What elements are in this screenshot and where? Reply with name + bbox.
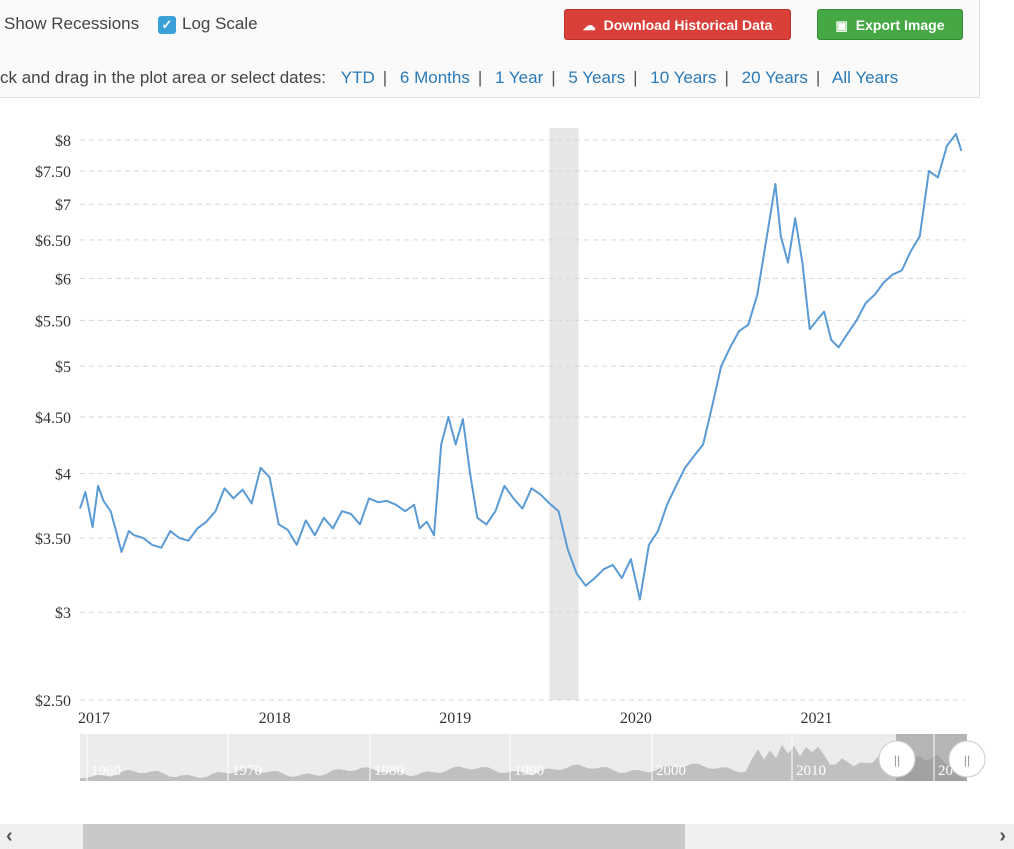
navigator-handle-right[interactable]: || <box>948 740 986 778</box>
range-ytd[interactable]: YTD <box>340 68 375 87</box>
range-10-years[interactable]: 10 Years <box>650 68 717 87</box>
log-scale-label[interactable]: Log Scale <box>182 14 258 33</box>
navigator-labels: 1960 1970 1980 1990 2000 2010 20 <box>91 763 953 779</box>
range-5-years[interactable]: 5 Years <box>568 68 626 87</box>
navigator-label: 2010 <box>796 763 826 779</box>
range-prompt: ck and drag in the plot area or select d… <box>0 68 327 87</box>
image-icon: ▣ <box>835 18 848 33</box>
y-tick-label: $3 <box>55 605 71 622</box>
range-20-years[interactable]: 20 Years <box>741 68 808 87</box>
x-tick-label: 2019 <box>439 710 471 727</box>
range-separator: | <box>633 68 638 87</box>
y-tick-label: $2.50 <box>35 693 71 710</box>
scroll-right-arrow-icon[interactable]: › <box>999 825 1006 847</box>
log-scale-checkbox[interactable]: ✓ <box>158 16 176 34</box>
x-tick-label: 2020 <box>620 710 652 727</box>
x-tick-label: 2018 <box>259 710 291 727</box>
navigator-label: 2000 <box>656 763 686 779</box>
recession-bands <box>549 128 579 700</box>
range-separator: | <box>382 68 388 87</box>
x-axis-ticks: 2017 2018 2019 2020 2021 <box>78 710 832 727</box>
navigator-gridlines <box>86 734 935 781</box>
y-tick-label: $6.50 <box>35 233 71 250</box>
download-historical-data-button[interactable]: ☁ Download Historical Data <box>564 9 791 40</box>
range-1-year[interactable]: 1 Year <box>495 68 544 87</box>
download-button-label: Download Historical Data <box>603 17 773 33</box>
cloud-download-icon: ☁ <box>582 18 596 33</box>
navigator-label: 1990 <box>514 763 544 779</box>
y-tick-label: $7 <box>55 197 71 214</box>
y-tick-label: $4 <box>55 467 71 484</box>
time-navigator[interactable]: 1960 1970 1980 1990 2000 2010 20 || || <box>80 734 986 781</box>
y-tick-label: $7.50 <box>35 164 71 181</box>
export-image-button[interactable]: ▣ Export Image <box>817 9 963 40</box>
navigator-area <box>80 744 967 781</box>
x-tick-label: 2017 <box>78 710 110 727</box>
y-tick-label: $5.50 <box>35 313 71 330</box>
date-range-selector: ck and drag in the plot area or select d… <box>0 68 898 88</box>
navigator-label: 20 <box>938 763 953 779</box>
range-separator: | <box>724 68 729 87</box>
y-axis-ticks: $2.50 $3 $3.50 $4 $4.50 $5 $5.50 $6 $6.50 $7 $7.50… <box>35 133 71 710</box>
navigator-handle-left[interactable]: || <box>878 740 916 778</box>
show-recessions-toggle[interactable]: Show Recessions <box>4 14 140 33</box>
scroll-left-arrow-icon[interactable]: ‹ <box>6 825 13 847</box>
y-tick-label: $8 <box>55 133 71 150</box>
range-6-months[interactable]: 6 Months <box>399 68 470 87</box>
y-tick-label: $3.50 <box>35 531 71 548</box>
scrollbar-thumb[interactable] <box>83 824 685 849</box>
handle-left-grip: || <box>894 753 900 767</box>
export-button-label: Export Image <box>855 17 945 33</box>
y-tick-label: $5 <box>55 359 71 376</box>
gridlines <box>80 139 965 701</box>
recession-band <box>549 128 579 700</box>
range-separator: | <box>815 68 821 87</box>
navigator-label: 1970 <box>232 763 262 779</box>
range-separator: | <box>551 68 556 87</box>
range-separator: | <box>477 68 483 87</box>
horizontal-scrollbar[interactable]: ‹ › <box>0 824 1014 849</box>
y-tick-label: $4.50 <box>35 410 71 427</box>
range-all-years[interactable]: All Years <box>832 68 899 87</box>
y-tick-label: $6 <box>55 271 71 288</box>
navigator-label: 1980 <box>374 763 404 779</box>
handle-right-grip: || <box>964 753 970 767</box>
price-chart[interactable]: $2.50 $3 $3.50 $4 $4.50 $5 $5.50 $6 $6.50 $7 $7.50… <box>0 100 1014 824</box>
x-tick-label: 2021 <box>800 710 832 727</box>
navigator-label: 1960 <box>91 763 121 779</box>
price-series-line <box>79 132 963 601</box>
chart-controls: Show Recessions ✓ Log Scale ☁ Download Hi… <box>0 0 980 98</box>
